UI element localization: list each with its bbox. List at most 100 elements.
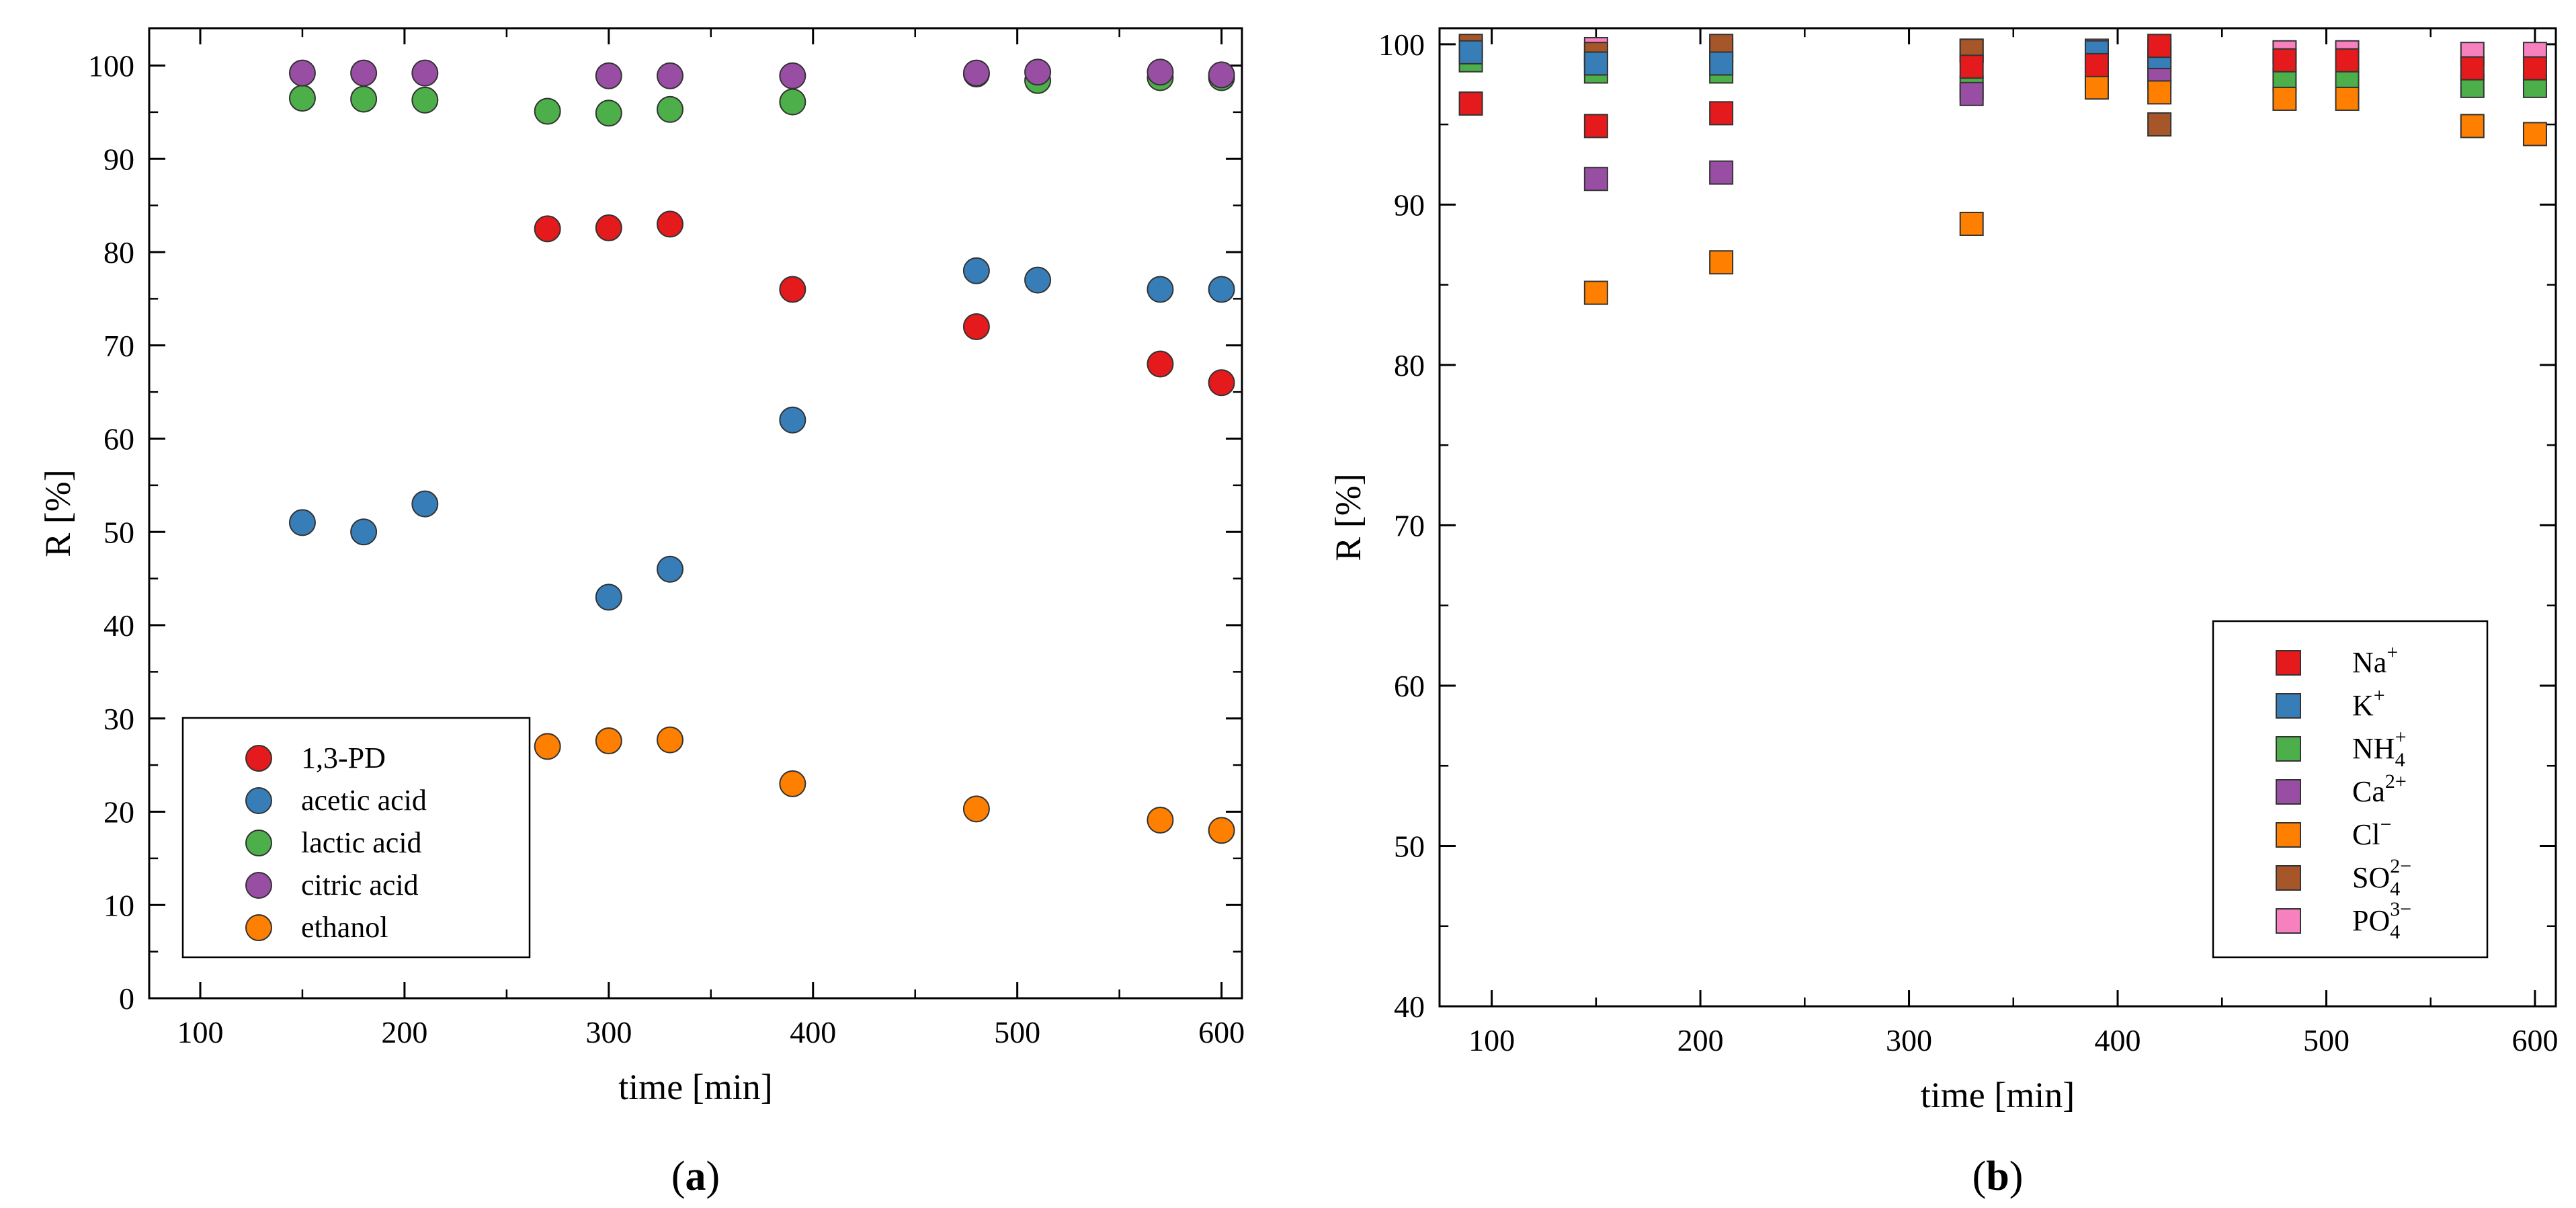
data-point [1208,61,1235,89]
data-point [2335,48,2360,73]
legend-label-sub: 4 [2390,878,2400,900]
data-point [962,59,990,87]
legend: Na+K+NH4+Ca2+Cl−SO42−PO43− [2212,620,2489,959]
data-point [2147,112,2172,137]
x-tick-label: 500 [2303,1023,2350,1057]
legend-label: lactic acid [301,826,422,859]
data-point [779,62,806,89]
legend-label-sup: 3− [2390,898,2411,920]
y-tick-label: 70 [103,329,134,363]
legend-label: acetic acid [301,784,427,817]
panel-label-open: ( [671,1154,685,1199]
data-point [962,257,990,284]
y-tick-label: 30 [103,702,134,736]
x-axis-label: time [min] [618,1067,772,1107]
panel-label-open: ( [1972,1154,1987,1199]
y-axis-label: R [%] [38,469,78,557]
x-tick-label: 200 [381,1015,427,1049]
legend-label: citric acid [301,869,419,901]
panel-label: (b) [1972,1154,2024,1199]
data-point [534,97,561,125]
legend-label-sup: + [2386,641,2398,663]
legend-label-sup: 2− [2390,855,2411,877]
chart-panel-b: 100 200 300 400 500 600 40 50 60 70 80 90 100 time [m… [1328,27,2558,1199]
y-tick-label: 60 [1394,669,1425,703]
legend-marker [2276,822,2301,848]
legend-item: PO43− [2276,898,2411,943]
x-tick-label: 300 [1886,1023,1932,1057]
y-tick-label: 60 [103,422,134,456]
legend-label-sub: 4 [2390,921,2400,943]
data-point [962,795,990,823]
legend-marker [245,872,272,899]
legend-label-sup: − [2380,813,2392,836]
data-point [350,59,378,87]
data-point [1709,51,1734,76]
legend-label-base: Cl [2352,818,2380,851]
data-point [534,215,561,243]
x-tick-label: 500 [994,1015,1040,1049]
legend-item: SO42− [2276,855,2411,900]
panel-label-close: ) [2009,1154,2024,1199]
y-tick-label: 90 [103,142,134,176]
x-tick-label: 400 [2095,1023,2141,1057]
data-point [1458,91,1483,116]
data-point [779,770,806,797]
legend-marker [2276,865,2301,891]
x-tick-label: 600 [1198,1015,1245,1049]
data-point [411,490,439,518]
legend-marker [2276,693,2301,719]
data-point [595,583,622,611]
data-point [1458,40,1483,65]
legend-label: PO43− [2352,898,2411,943]
legend-item: ethanol [245,911,388,944]
y-tick-label: 40 [103,608,134,643]
data-point [1147,276,1174,303]
legend-item: lactic acid [245,826,422,859]
panel-label: (a) [671,1154,720,1199]
y-axis-label: R [%] [1328,473,1368,561]
legend: 1,3-PD acetic acid lactic acid citric acid e… [181,717,531,959]
data-point [1959,212,1984,236]
data-point [1024,266,1052,294]
legend-marker [2276,650,2301,676]
series-po [1458,37,2547,67]
data-point [1147,806,1174,834]
data-point [1709,160,1734,185]
legend-label: SO42− [2352,855,2411,900]
x-tick-label: 200 [1677,1023,1724,1057]
y-tick-label: 90 [1394,188,1425,222]
y-tick-label: 50 [103,515,134,549]
data-point [350,518,378,546]
legend-label-base: Na [2352,646,2386,679]
series-cl [1583,75,2547,305]
data-point [1709,250,1734,275]
series-k [1458,40,2172,76]
data-point [2084,75,2109,100]
data-point [595,727,622,755]
series-nh [1458,48,2547,100]
data-point [411,59,439,87]
y-tick-label: 0 [119,981,134,1016]
data-point [657,210,684,238]
legend-marker [2276,736,2301,762]
x-tick-label: 100 [177,1015,223,1049]
data-point [595,62,622,89]
data-point [962,313,990,340]
legend-label: Cl− [2352,813,2392,851]
series-na [1458,34,2547,138]
legend-label: ethanol [301,911,388,944]
legend-label: Ca2+ [2352,770,2407,808]
legend-label-base: SO [2352,861,2390,894]
data-point [1583,167,1608,192]
legend-box [2212,620,2489,959]
data-point [2147,34,2172,58]
data-point [534,733,561,760]
data-point [2147,80,2172,105]
data-point [657,726,684,754]
series-so [1458,34,2172,137]
data-point [2460,114,2485,138]
legend-item: NH4+ [2276,726,2406,771]
y-tick-label: 100 [88,49,134,83]
panel-label-letter: a [685,1154,706,1199]
